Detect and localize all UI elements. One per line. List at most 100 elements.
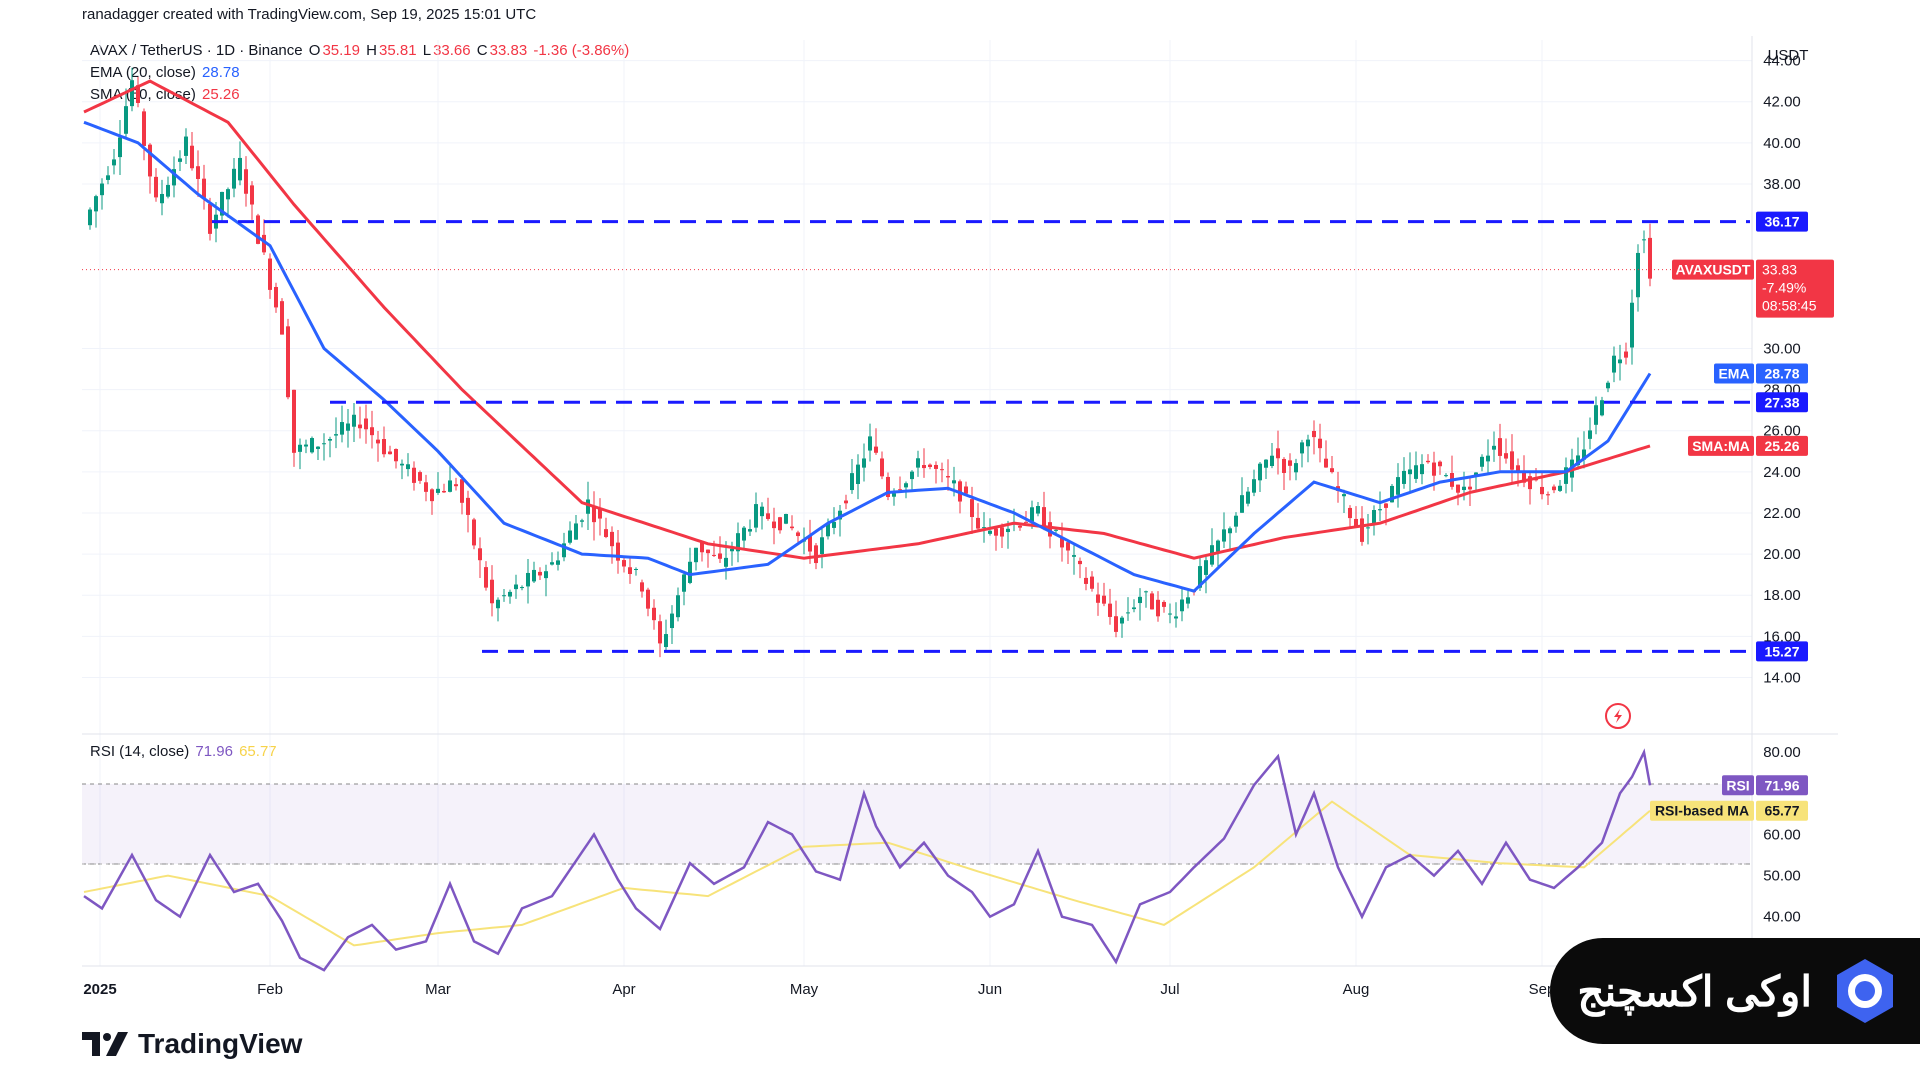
candle: [1624, 351, 1628, 358]
candle: [568, 530, 572, 543]
candle: [994, 528, 998, 536]
candle: [136, 85, 140, 103]
candle: [1582, 449, 1586, 460]
candle: [766, 513, 770, 519]
ema-legend-label: EMA (20, close): [90, 64, 196, 81]
rsi-axis: 80.00 60.00 50.00 40.00: [1763, 744, 1801, 925]
candle: [550, 562, 554, 565]
price-tick-2: 40.00: [1763, 135, 1801, 152]
candle: [976, 517, 980, 529]
candle: [1300, 442, 1304, 454]
rsi-tick-2: 50.00: [1763, 868, 1801, 885]
candle: [1156, 599, 1160, 617]
candle: [1558, 485, 1562, 491]
candle: [1030, 507, 1034, 522]
open-value: 35.19: [322, 42, 360, 59]
candle: [490, 579, 494, 604]
candle: [250, 185, 254, 205]
candle: [1228, 528, 1232, 534]
candle: [838, 510, 842, 520]
ema-tag-bg: [1714, 363, 1754, 384]
candle: [670, 613, 674, 629]
candle: [520, 587, 524, 589]
candle: [982, 527, 986, 529]
candle: [1102, 595, 1106, 604]
candle: [1588, 430, 1592, 439]
candle: [694, 547, 698, 563]
time-tick-4: May: [790, 981, 819, 998]
candle: [910, 471, 914, 480]
candle: [1492, 445, 1496, 450]
candle: [1432, 462, 1436, 476]
candle: [304, 444, 308, 447]
candle: [1036, 506, 1040, 514]
candle: [898, 489, 902, 491]
rsi-ma-legend-value: 65.77: [239, 743, 277, 760]
low-value: 33.66: [433, 42, 471, 59]
candle: [1120, 617, 1124, 624]
candle: [1252, 479, 1256, 493]
time-tick-3: Apr: [612, 981, 635, 998]
candle: [1438, 461, 1442, 467]
candle: [1078, 560, 1082, 565]
price-tick-10: 18.00: [1763, 587, 1801, 604]
candle: [466, 497, 470, 515]
candle: [1546, 494, 1550, 496]
candle: [1348, 507, 1352, 519]
last-price-value: 33.83: [1762, 262, 1797, 278]
candle: [1354, 518, 1358, 527]
sma-value-tag-bg: [1756, 435, 1808, 456]
candle: [784, 513, 788, 524]
exchange-badge: اوکی اکسچنج: [1550, 938, 1920, 1044]
candle: [1264, 459, 1268, 468]
candle: [706, 549, 710, 554]
ema-value-tag: 28.78: [1764, 366, 1799, 382]
exchange-name: اوکی اکسچنج: [1577, 967, 1812, 1015]
candle: [1420, 464, 1424, 475]
symbol-label: AVAX / TetherUS · 1D · Binance: [90, 42, 303, 59]
candle: [742, 527, 746, 541]
candle: [1198, 566, 1202, 588]
ema-legend-value: 28.78: [202, 64, 240, 81]
candle: [1126, 612, 1130, 614]
last-price-block: [1756, 259, 1834, 318]
level-mid-tag-bg: [1756, 392, 1808, 413]
price-tick-1: 42.00: [1763, 94, 1801, 111]
candle: [682, 574, 686, 592]
candle: [1180, 599, 1184, 612]
rsi-legend-label: RSI (14, close): [90, 743, 190, 760]
candle: [1000, 527, 1004, 537]
candle: [616, 542, 620, 561]
candle: [1054, 529, 1058, 531]
candle: [988, 530, 992, 534]
candle: [310, 438, 314, 453]
rsi-tick-0: 80.00: [1763, 744, 1801, 761]
candle: [292, 389, 296, 453]
candle: [1390, 485, 1394, 503]
candle: [112, 159, 116, 166]
candle: [664, 634, 668, 648]
candle: [964, 486, 968, 494]
time-tick-6: Jul: [1160, 981, 1179, 998]
candle: [862, 458, 866, 468]
candle: [640, 582, 644, 592]
open-label: O: [308, 42, 321, 59]
candle: [604, 529, 608, 538]
candle: [1042, 507, 1046, 529]
candle: [508, 591, 512, 597]
candle: [934, 464, 938, 469]
candle: [148, 144, 152, 177]
candle: [1324, 458, 1328, 468]
candle: [1630, 302, 1634, 348]
candle: [388, 451, 392, 455]
time-tick-5: Jun: [978, 981, 1002, 998]
candle: [1048, 522, 1052, 537]
candle: [736, 533, 740, 552]
candle: [1006, 528, 1010, 533]
candle: [526, 572, 530, 587]
candle: [1216, 540, 1220, 552]
rsi-tag-bg: [1722, 775, 1754, 796]
candle: [1564, 467, 1568, 484]
candle: [346, 423, 350, 431]
